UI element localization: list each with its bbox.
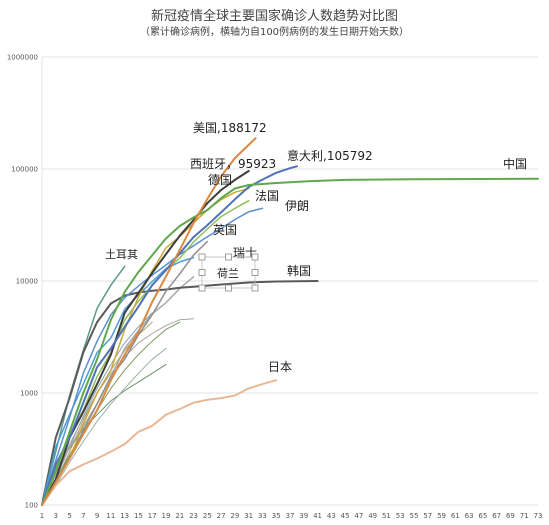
x-tick-label: 57 (423, 512, 432, 520)
x-tick-label: 49 (368, 512, 377, 520)
y-tick-label: 100 (25, 502, 38, 510)
y-tick-label: 10000 (16, 278, 38, 286)
x-tick-label: 3 (54, 512, 58, 520)
x-tick-label: 73 (534, 512, 543, 520)
x-tick-label: 33 (258, 512, 267, 520)
series-line-13 (41, 379, 278, 506)
y-tick-label: 100000 (11, 166, 38, 174)
x-tick-label: 45 (341, 512, 350, 520)
series-label-12: 土耳其 (105, 248, 138, 261)
resize-handle[interactable] (198, 269, 206, 276)
x-tick-label: 31 (244, 512, 253, 520)
x-tick-label: 43 (327, 512, 336, 520)
x-tick-label: 51 (382, 512, 391, 520)
x-tick-label: 67 (492, 512, 501, 520)
x-tick-label: 59 (437, 512, 446, 520)
label-selection-handles[interactable] (198, 253, 259, 292)
series-line-6 (41, 199, 250, 506)
resize-handle[interactable] (225, 253, 232, 261)
x-tick-label: 71 (520, 512, 529, 520)
resize-handle[interactable] (251, 269, 259, 276)
resize-handle[interactable] (251, 253, 259, 261)
series-label-3: 意大利,105792 (287, 148, 373, 163)
x-tick-label: 37 (286, 512, 295, 520)
x-tick-label: 55 (410, 512, 419, 520)
y-tick-label: 1000000 (7, 54, 38, 62)
x-tick-label: 19 (162, 512, 171, 520)
x-tick-label: 11 (106, 512, 115, 520)
series-label-13: 日本 (268, 360, 292, 374)
series-line-7 (41, 207, 264, 506)
x-tick-label: 27 (217, 512, 226, 520)
series-label-11: 荷兰 (217, 267, 239, 280)
series-line-11 (41, 276, 195, 506)
series-line-2 (41, 177, 539, 506)
series-label-10: 韩国 (287, 263, 311, 278)
y-tick-label: 1000 (20, 390, 38, 398)
series-line-1 (41, 137, 257, 506)
x-tick-label: 47 (354, 512, 363, 520)
x-tick-label: 17 (148, 512, 157, 520)
series-line-4 (41, 170, 250, 506)
x-tick-label: 1 (40, 512, 44, 520)
x-tick-label: 5 (67, 512, 71, 520)
series-label-2: 中国 (503, 156, 527, 171)
series-label-5: 德国 (208, 172, 232, 187)
x-tick-label: 13 (120, 512, 129, 520)
series-label-1: 美国,188172 (193, 121, 267, 135)
x-tick-label: 41 (313, 512, 322, 520)
series-line-15 (41, 347, 167, 506)
x-tick-label: 53 (396, 512, 405, 520)
x-tick-label: 69 (506, 512, 515, 520)
chart-subtitle: （累计确诊病例，横轴为自100例病例的发生日期开始天数） (139, 27, 410, 38)
x-tick-label: 63 (465, 512, 474, 520)
x-tick-label: 35 (272, 512, 281, 520)
series-label-4: 西班牙，95923 (190, 157, 276, 171)
series-line-14 (41, 321, 181, 506)
x-tick-label: 25 (203, 512, 212, 520)
x-tick-label: 23 (189, 512, 198, 520)
x-tick-label: 65 (478, 512, 487, 520)
resize-handle[interactable] (198, 284, 206, 292)
x-tick-label: 39 (299, 512, 308, 520)
series-line-3 (41, 165, 298, 506)
series-label-8: 英国 (213, 223, 237, 237)
series-labels: 美国,188172 中国 意大利,105792 西班牙，95923德国法国伊朗英国瑞士… (105, 121, 527, 374)
series-label-7: 伊朗 (285, 199, 309, 213)
series-layer (41, 137, 539, 506)
x-tick-label: 15 (134, 512, 143, 520)
resize-handle[interactable] (198, 253, 206, 261)
resize-handle[interactable] (225, 284, 232, 292)
resize-handle[interactable] (251, 284, 259, 292)
chart-title: 新冠疫情全球主要国家确诊人数趋势对比图 (150, 9, 398, 24)
x-tick-label: 21 (175, 512, 184, 520)
series-line-16 (41, 318, 195, 506)
x-tick-label: 7 (81, 512, 85, 520)
x-tick-label: 61 (451, 512, 460, 520)
series-label-9: 瑞士 (233, 246, 257, 260)
x-tick-label: 29 (230, 512, 239, 520)
series-label-6: 法国 (255, 189, 279, 203)
x-tick-label: 9 (95, 512, 99, 520)
